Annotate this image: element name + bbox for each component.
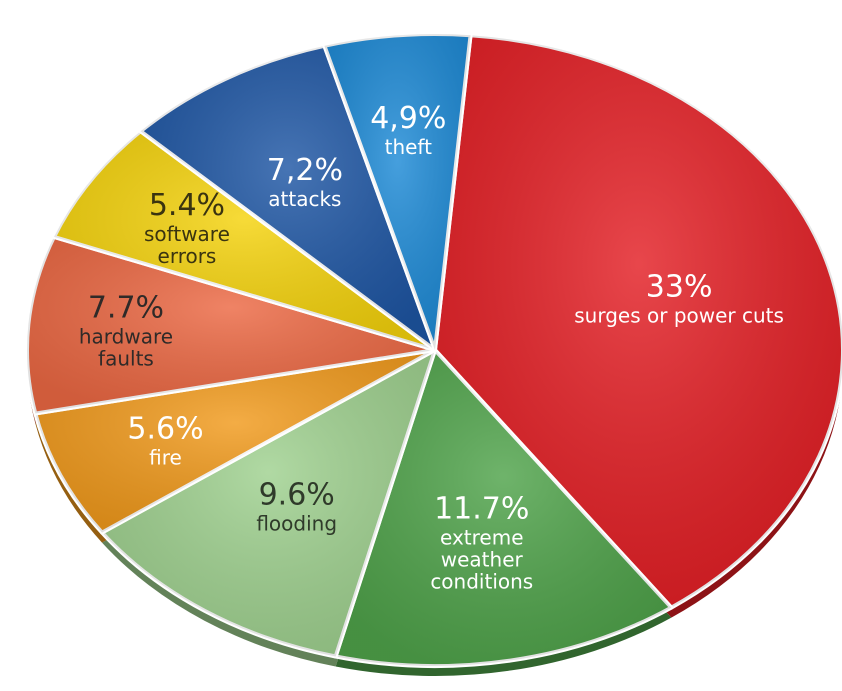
slice-label-group-0: 33%surges or power cuts: [574, 270, 784, 328]
slice-category-label: fire: [149, 446, 182, 470]
slice-label-group-6: 7,2%attacks: [267, 153, 343, 211]
slice-category-label: hardware: [79, 324, 173, 348]
slice-category-label: weather: [441, 548, 524, 572]
slice-label-group-2: 9.6%flooding: [256, 477, 337, 535]
slice-category-label: software: [144, 222, 230, 246]
slice-value-label: 11.7%: [434, 492, 529, 527]
slice-value-label: 7,2%: [267, 153, 343, 188]
slice-value-label: 7.7%: [88, 290, 164, 325]
slice-value-label: 5.6%: [127, 412, 203, 447]
slice-category-label: flooding: [256, 511, 337, 535]
slice-label-group-3: 5.6%fire: [127, 412, 203, 470]
slice-value-label: 33%: [646, 270, 713, 305]
slice-value-label: 5.4%: [149, 188, 225, 223]
slice-category-label: errors: [158, 244, 217, 268]
slice-category-label: attacks: [268, 187, 341, 211]
slice-category-label: conditions: [430, 570, 533, 594]
slice-category-label: surges or power cuts: [574, 304, 784, 328]
slice-category-label: extreme: [440, 526, 524, 550]
slice-value-label: 4,9%: [370, 101, 446, 136]
slice-category-label: faults: [98, 346, 154, 370]
slice-label-group-7: 4,9%theft: [370, 101, 446, 159]
slice-value-label: 9.6%: [259, 477, 335, 512]
slice-category-label: theft: [385, 135, 433, 159]
